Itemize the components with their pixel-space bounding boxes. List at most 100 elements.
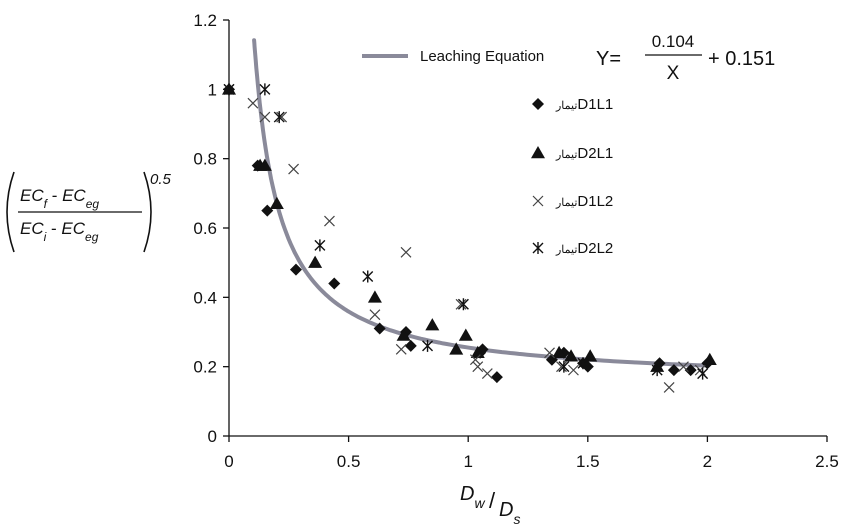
legend-label-d1l2: تیمارD1L2 [555,193,613,210]
data-point-d2l1 [583,349,598,362]
data-point-d2l1 [396,328,411,341]
legend-label-code: D2L1 [577,145,613,162]
x-tick-label: 1.5 [576,452,600,471]
data-point-d2l2 [223,83,235,96]
axes [223,19,828,442]
legend-marker-d1l1 [532,98,544,110]
data-point-d2l1 [564,349,579,362]
y-label-left-paren [6,171,15,253]
data-point-d1l2 [568,364,579,376]
data-point-d2l2 [362,270,374,283]
x-tick-label: 2 [703,452,712,471]
data-point-d1l1 [404,339,417,352]
y-tick-label: 0.6 [193,219,217,238]
legend-label-prefix: تیمار [555,100,577,112]
data-point-d1l1 [684,364,697,377]
legend-label-prefix: تیمار [555,197,577,209]
data-point-d1l1 [328,277,341,290]
data-point-d2l1 [458,328,473,341]
data-point-d1l2 [678,361,689,373]
legend-label-prefix: تیمار [555,149,577,161]
legend-label-d1l1: تیمارD1L1 [555,96,613,113]
y-tick-label: 0 [208,427,217,446]
tick-labels: 0 0.2 0.4 0.6 0.8 1 1.2 0 0.5 1 1.5 2 2.5 [193,11,838,471]
x-label-numerator: Dw [460,483,485,511]
data-point-d2l1 [470,345,485,359]
legend-marker-d2l1 [531,146,545,159]
data-point-d1l2 [288,163,300,175]
data-point-d2l2 [273,111,285,124]
y-tick-label: 1 [208,80,217,99]
data-point-d2l1 [702,352,717,365]
data-point-d2l1 [425,318,440,331]
data-point-d1l2 [324,215,335,227]
data-point-d2l2 [457,298,469,311]
legend-marker-d1l2 [532,195,544,207]
data-points [222,82,717,393]
data-point-d2l2 [697,367,709,380]
fitted-curve-layer [252,38,710,368]
data-point-d1l2 [369,309,381,321]
data-point-d1l2 [455,298,467,310]
data-point-d1l1 [490,371,503,384]
data-point-d2l1 [449,342,464,355]
data-point-d2l1 [308,255,323,268]
y-label-right-paren [143,171,152,253]
data-point-d2l2 [558,360,570,373]
data-point-d1l2 [247,97,259,109]
data-point-d2l1 [257,158,272,171]
data-point-d1l1 [261,204,274,217]
legend-label-d2l1: تیمارD2L1 [555,145,613,162]
legend-label-code: D2L2 [577,240,613,257]
data-point-d1l2 [259,111,271,123]
data-point-d1l2 [400,246,412,258]
data-point-d1l2 [469,354,481,366]
data-point-d1l2 [556,361,567,373]
y-label-numerator: ECf - ECeg [20,186,99,211]
data-point-d2l2 [422,339,434,352]
x-tick-label: 0 [224,452,233,471]
data-point-d1l1 [373,322,386,335]
series-d2l2 [223,83,709,380]
data-point-d1l2 [395,343,407,355]
legend-label-prefix: تیمار [555,244,577,256]
y-tick-label: 0.8 [193,150,217,169]
y-tick-label: 0.4 [193,288,217,307]
x-tick-label: 1 [463,452,472,471]
data-point-d1l2 [544,347,555,359]
y-tick-label: 1.2 [193,11,217,30]
x-axis-label: Dw / Ds [460,483,520,524]
data-point-d2l1 [269,196,284,209]
legend-label-code: D1L1 [577,96,613,113]
data-point-d1l2 [663,382,675,393]
y-label-denominator: ECi - ECeg [20,219,99,244]
equation-numerator: 0.104 [652,32,695,51]
equation-denominator: X [667,63,680,84]
data-point-d1l2 [481,368,493,380]
y-tick-label: 0.2 [193,358,217,377]
y-label-exponent: 0.5 [150,171,172,188]
x-tick-label: 0.5 [337,452,361,471]
x-label-slash: / [489,488,496,513]
data-point-d2l2 [259,83,271,96]
legend-label-code: D1L2 [577,193,613,210]
fitted-curve-line [252,38,710,368]
equation-suffix: + 0.151 [708,48,775,70]
data-point-d2l2 [314,239,326,252]
y-axis-label: ECf - ECeg ECi - ECeg 0.5 [6,171,172,253]
series-d1l2 [223,83,706,393]
equation-prefix: Y= [596,48,621,70]
data-point-d2l1 [367,290,382,303]
x-tick-label: 2.5 [815,452,839,471]
data-point-d2l2 [577,357,589,370]
data-point-d2l1 [552,345,567,359]
data-point-d1l2 [276,111,288,123]
series-d2l1 [222,82,717,372]
legend-marker-d2l2 [532,242,544,254]
x-label-denominator: Ds [499,499,520,524]
data-point-d1l2 [472,361,484,373]
data-point-d2l2 [651,364,663,377]
legend-curve-label: Leaching Equation [420,48,544,65]
